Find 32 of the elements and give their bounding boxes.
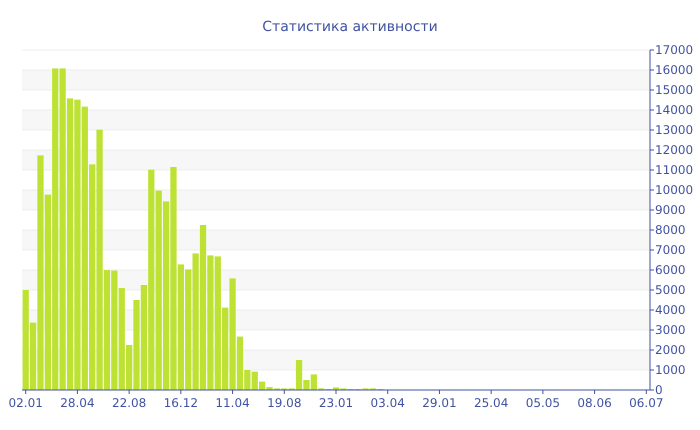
y-tick-label: 4000 [655, 303, 686, 317]
x-tick-label: 28.04 [60, 396, 95, 410]
x-tick-label: 23.01 [318, 396, 354, 410]
x-tick-label: 11.04 [215, 396, 250, 410]
x-tick-label: 25.04 [474, 396, 508, 410]
x-tick-label: 19.08 [267, 396, 302, 410]
y-tick-label: 11000 [655, 163, 694, 177]
y-tick-label: 16000 [655, 63, 694, 77]
y-tick-label: 1000 [655, 363, 686, 377]
y-tick-label: 6000 [655, 263, 686, 277]
x-tick-label: 06.07 [629, 396, 664, 410]
y-tick-label: 12000 [655, 143, 694, 157]
y-tick-label: 3000 [655, 323, 686, 337]
x-tick-label: 02.01 [8, 396, 43, 410]
x-tick-label: 03.04 [370, 396, 405, 410]
x-tick-label: 29.01 [422, 396, 457, 410]
x-tick-label: 08.06 [577, 396, 612, 410]
y-tick-label: 7000 [655, 243, 686, 257]
y-tick-label: 15000 [655, 83, 694, 97]
x-tick-label: 05.05 [526, 396, 560, 410]
y-tick-label: 8000 [655, 223, 686, 237]
y-tick-label: 2000 [655, 343, 686, 357]
x-tick-label: 16.12 [164, 396, 198, 410]
chart-title: Статистика активности [262, 19, 438, 35]
y-tick-label: 17000 [655, 43, 694, 57]
y-tick-label: 13000 [655, 123, 694, 137]
y-tick-label: 10000 [655, 183, 694, 197]
y-tick-label: 14000 [655, 103, 694, 117]
y-tick-label: 5000 [655, 283, 686, 297]
x-tick-label: 22.08 [112, 396, 146, 410]
y-tick-label: 0 [655, 383, 663, 397]
y-tick-label: 9000 [655, 203, 686, 217]
